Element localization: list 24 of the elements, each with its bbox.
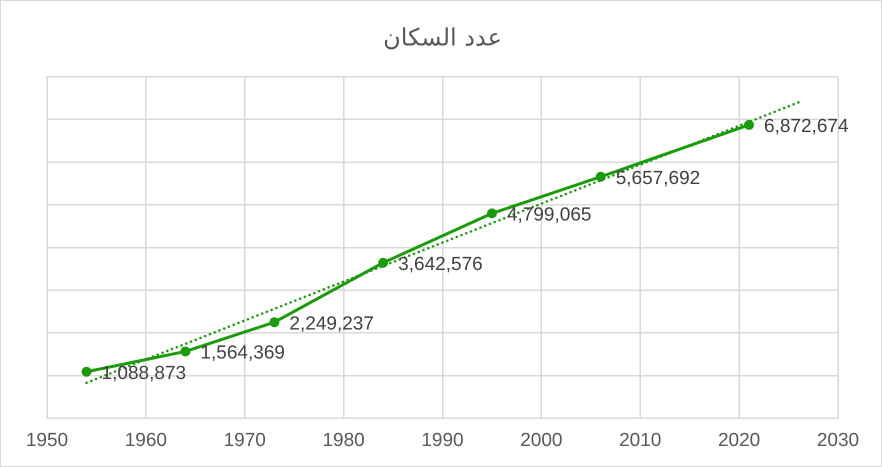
data-label: 6,872,674	[764, 116, 849, 138]
x-tick-label: 2020	[718, 430, 760, 451]
data-label: 1,564,369	[200, 342, 285, 364]
x-tick-label: 1960	[124, 430, 168, 451]
data-label: 2,249,237	[289, 313, 374, 334]
chart-title: عدد السكان	[383, 24, 502, 52]
point	[82, 366, 92, 377]
x-tick-label: 1980	[322, 430, 365, 451]
point	[180, 346, 190, 356]
x-tick-label: 1950	[26, 430, 68, 451]
point	[486, 208, 497, 218]
point	[744, 120, 754, 130]
data-label: 3,642,576	[398, 254, 483, 275]
data-label: 1,088,873	[102, 362, 186, 384]
point	[596, 172, 606, 182]
point	[269, 317, 280, 328]
x-tick-label: 2010	[619, 430, 662, 451]
point	[378, 258, 388, 268]
data-label: 4,799,065	[506, 204, 592, 226]
x-tick-label: 1970	[224, 430, 266, 451]
x-tick-label: 1990	[421, 430, 464, 451]
x-tick-label: 2030	[816, 430, 860, 451]
data-label: 5,657,692	[616, 168, 700, 189]
x-tick-label: 2000	[520, 430, 563, 451]
